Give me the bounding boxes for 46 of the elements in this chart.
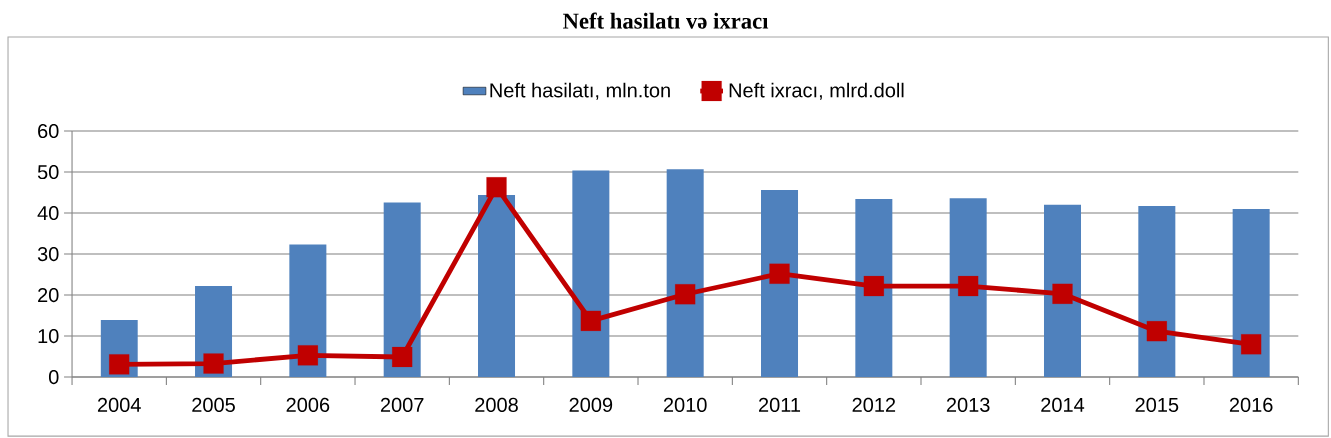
bar [1138,206,1176,378]
point [297,345,318,366]
x-tick-label: 2009 [569,397,613,412]
x-tick-label: 2006 [286,397,330,412]
point [392,346,413,368]
point [203,353,224,374]
bar [383,202,421,378]
x-tick-label: 2007 [380,397,424,412]
x-tick-label: 2011 [759,397,801,412]
point [958,275,979,297]
x-tick-label: 2016 [1229,397,1273,412]
y-tick-label: 30 [37,246,59,262]
bar [1043,204,1082,378]
legend-label: Neft ixracı, mlrd.doll [729,82,904,100]
bar [572,170,610,378]
y-tick-label: 50 [37,164,59,180]
y-tick-label: 0 [48,369,59,385]
x-tick-label: 2004 [97,397,141,412]
bar [949,198,987,378]
x-tick-label: 2008 [475,397,518,412]
point [109,354,130,375]
point [863,275,884,297]
y-tick-label: 40 [37,205,59,221]
x-tick-label: 2010 [663,397,707,412]
point [580,310,601,331]
bar [1232,208,1270,378]
bar [761,190,799,378]
legend-label: Neft hasilatı, mln.ton [490,82,670,100]
point [675,284,696,305]
point [486,177,507,198]
y-tick-label: 60 [38,123,59,139]
x-tick-label: 2015 [1135,397,1179,412]
point [1052,283,1073,304]
bar [855,199,893,378]
point [769,263,790,284]
y-tick-label: 10 [38,328,59,344]
bar [666,169,704,378]
x-tick-label: 2014 [1041,397,1085,412]
point [1241,334,1262,355]
y-tick-label: 20 [38,287,59,303]
x-tick-label: 2005 [192,397,235,412]
x-tick-label: 2013 [946,397,990,412]
x-tick-label: 2012 [852,397,896,412]
point [1146,321,1167,342]
bar [478,194,516,378]
chart-title: Neft hasilatı və ixracı [563,12,769,29]
